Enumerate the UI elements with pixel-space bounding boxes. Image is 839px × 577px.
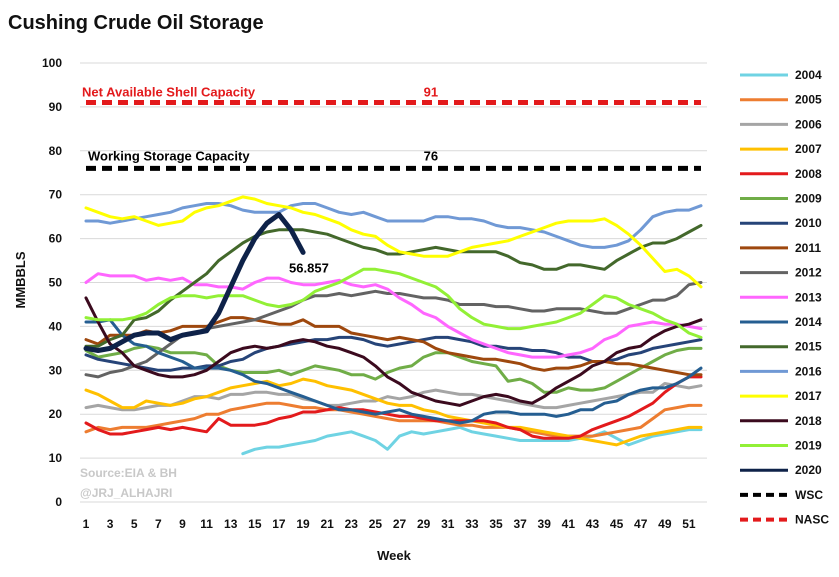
legend-label-2015: 2015: [795, 340, 822, 354]
x-tick-label: 3: [107, 517, 114, 531]
source-text: Source:EIA & BH: [80, 466, 177, 480]
series-line-2005: [84, 401, 703, 438]
series-line-2006: [84, 382, 703, 412]
y-tick-label: 30: [49, 363, 63, 377]
gridlines: [80, 62, 707, 503]
x-tick-label: 5: [131, 517, 138, 531]
series-line-2013: [84, 272, 703, 359]
legend-label-2009: 2009: [795, 192, 822, 206]
series-line-2019: [84, 267, 703, 339]
x-axis-title: Week: [377, 548, 411, 563]
y-tick-label: 0: [55, 495, 62, 509]
y-axis-title: MMBBLS: [13, 251, 28, 308]
x-tick-label: 23: [345, 517, 359, 531]
legend: 2004 2005 2006 2007 2008 2009 2010 2011 2012 2013…: [740, 68, 829, 527]
legend-label-2010: 2010: [795, 216, 822, 230]
legend-label-2011: 2011: [795, 241, 821, 255]
legend-label-2004: 2004: [795, 68, 822, 82]
y-axis-ticks: 0 10 20 30 40 50 60 70 80 90 100: [42, 56, 62, 509]
source-handle: @JRJ_ALHAJRI: [80, 486, 172, 500]
y-tick-label: 50: [49, 276, 63, 290]
x-tick-label: 13: [224, 517, 238, 531]
x-tick-label: 27: [393, 517, 407, 531]
legend-label-2016: 2016: [795, 364, 822, 378]
series-lines: [83, 100, 703, 456]
wsc-value-label: 76: [424, 148, 438, 163]
series-line-2015: [84, 223, 703, 348]
series-line-2020: [83, 212, 306, 353]
x-tick-label: 17: [272, 517, 286, 531]
legend-label-2018: 2018: [795, 414, 822, 428]
x-tick-label: 15: [248, 517, 262, 531]
series-line-2018: [84, 296, 703, 407]
x-tick-label: 35: [489, 517, 503, 531]
chart-title: Cushing Crude Oil Storage: [8, 12, 264, 34]
y-tick-label: 10: [49, 451, 63, 465]
legend-label-2008: 2008: [795, 167, 822, 181]
x-tick-label: 11: [200, 517, 213, 531]
x-axis-ticks: 1 3 5 7 9 11 13 15 17 19 21 23 25 27 29 31 33 35 37 39 41 43 4…: [83, 517, 696, 531]
y-tick-label: 40: [49, 319, 63, 333]
x-tick-label: 1: [83, 517, 90, 531]
legend-label-2012: 2012: [795, 266, 822, 280]
x-tick-label: 51: [682, 517, 696, 531]
legend-label-2013: 2013: [795, 290, 822, 304]
legend-label-wsc: WSC: [795, 488, 823, 502]
legend-label-2014: 2014: [795, 315, 822, 329]
x-tick-label: 43: [586, 517, 600, 531]
y-tick-label: 60: [49, 232, 63, 246]
series-line-2017: [84, 195, 703, 289]
x-tick-label: 33: [465, 517, 479, 531]
nasc-annotation: Net Available Shell Capacity: [82, 85, 256, 100]
x-tick-label: 21: [320, 517, 334, 531]
latest-value-label: 56.857: [289, 260, 329, 275]
series-line-2007: [84, 377, 703, 447]
x-tick-label: 37: [513, 517, 527, 531]
y-tick-label: 90: [49, 100, 63, 114]
y-tick-label: 100: [42, 56, 62, 70]
legend-label-2006: 2006: [795, 117, 822, 131]
annotations: Net Available Shell Capacity 91 Working St…: [82, 85, 438, 276]
nasc-value-label: 91: [424, 85, 438, 100]
wsc-annotation: Working Storage Capacity: [88, 148, 250, 163]
series-line-2008: [84, 375, 703, 440]
x-tick-label: 47: [634, 517, 648, 531]
legend-label-2020: 2020: [795, 463, 822, 477]
y-tick-label: 20: [49, 407, 63, 421]
x-tick-label: 29: [417, 517, 431, 531]
series-line-2011: [84, 316, 703, 377]
x-tick-label: 7: [155, 517, 162, 531]
series-line-2016: [84, 202, 703, 249]
y-tick-label: 80: [49, 144, 63, 158]
x-tick-label: 39: [538, 517, 552, 531]
x-tick-label: 41: [562, 517, 576, 531]
legend-label-2005: 2005: [795, 93, 822, 107]
x-tick-label: 31: [441, 517, 455, 531]
x-tick-label: 45: [610, 517, 624, 531]
x-tick-label: 9: [179, 517, 186, 531]
series-line-2014: [84, 318, 703, 425]
y-tick-label: 70: [49, 188, 63, 202]
x-tick-label: 19: [296, 517, 310, 531]
legend-label-2019: 2019: [795, 439, 822, 453]
legend-label-nasc: NASC: [795, 513, 829, 527]
legend-label-2017: 2017: [795, 389, 822, 403]
legend-label-2007: 2007: [795, 142, 822, 156]
x-tick-label: 25: [369, 517, 383, 531]
x-tick-label: 49: [658, 517, 672, 531]
series-line-2009: [84, 344, 703, 394]
